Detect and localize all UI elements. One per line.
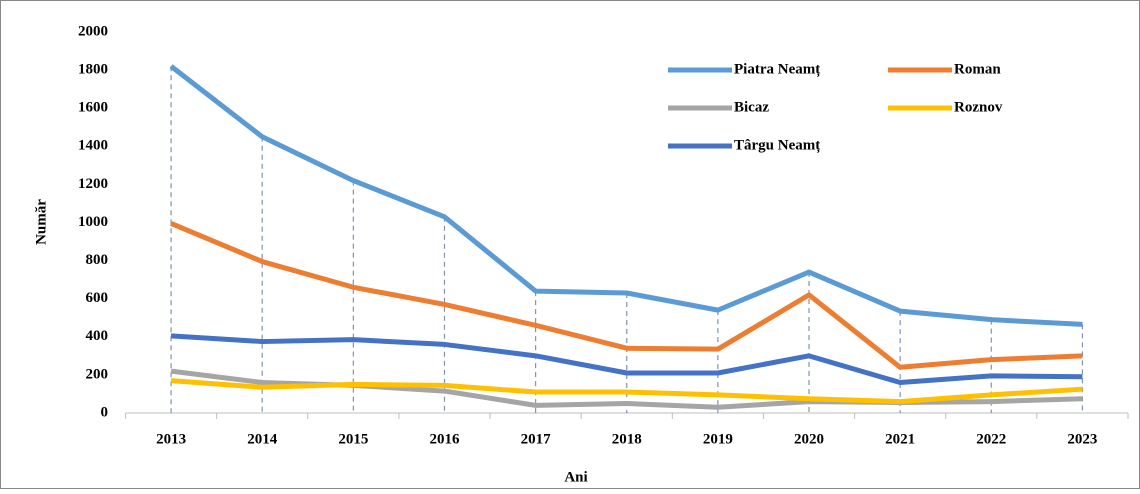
x-tick-label: 2022 (976, 431, 1006, 447)
y-tick-label: 0 (101, 404, 109, 420)
y-tick-label: 2000 (78, 23, 108, 39)
y-tick-label: 400 (86, 328, 109, 344)
y-axis-label: Număr (33, 199, 49, 245)
y-tick-label: 200 (86, 366, 109, 382)
x-tick-label: 2019 (703, 431, 733, 447)
series-line (170, 221, 1083, 370)
series-line (170, 378, 1083, 405)
x-tick-label: 2023 (1067, 431, 1097, 447)
series-line (170, 333, 1083, 386)
y-tick-label: 1400 (78, 138, 108, 154)
x-tick-label: 2017 (521, 431, 552, 447)
x-axis-label: Ani (564, 469, 587, 485)
legend-label: Piatra Neamț (734, 61, 820, 77)
y-tick-label: 600 (86, 290, 109, 306)
y-tick-label: 1200 (78, 176, 108, 192)
x-tick-label: 2015 (338, 431, 368, 447)
x-tick-label: 2021 (885, 431, 915, 447)
y-tick-label: 1000 (78, 214, 108, 230)
legend-label: Bicaz (734, 99, 769, 115)
x-tick-label: 2014 (247, 431, 278, 447)
x-tick-label: 2016 (429, 431, 460, 447)
x-tick-label: 2020 (794, 431, 824, 447)
legend-label: Târgu Neamț (734, 137, 820, 153)
x-tick-label: 2013 (156, 431, 186, 447)
y-tick-label: 800 (86, 252, 109, 268)
legend-label: Roznov (954, 99, 1003, 115)
y-tick-label: 1800 (78, 62, 108, 78)
legend-label: Roman (954, 61, 1001, 77)
series-line (169, 64, 1083, 327)
x-tick-label: 2018 (612, 431, 642, 447)
y-tick-label: 1600 (78, 100, 108, 116)
